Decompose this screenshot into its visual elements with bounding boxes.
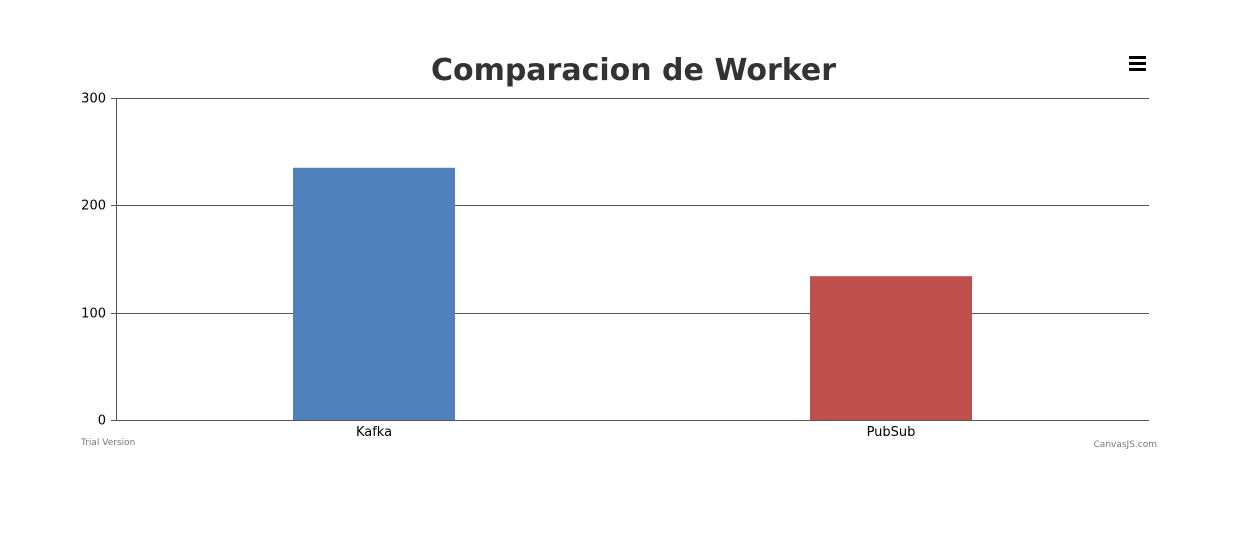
trial-version-label: Trial Version	[80, 438, 135, 448]
x-tick-label: Kafka	[356, 425, 392, 440]
bar-series	[293, 167, 972, 420]
hamburger-menu-icon-bar	[1129, 68, 1146, 71]
hamburger-menu-icon	[1129, 56, 1146, 59]
canvasjs-credit-link[interactable]: CanvasJS.com	[1094, 440, 1157, 450]
y-tick-label: 0	[98, 414, 106, 429]
x-axis: Kafka PubSub	[116, 420, 1149, 440]
y-tick-label: 200	[81, 199, 106, 214]
bar-pubsub[interactable]	[810, 276, 972, 420]
chart-title: Comparacion de Worker	[431, 53, 836, 88]
y-axis: 0 100 200 300	[81, 92, 117, 429]
grid-lines	[116, 98, 1149, 314]
y-tick-label: 100	[81, 307, 106, 322]
y-tick-label: 300	[81, 92, 106, 107]
hamburger-menu-icon-bar	[1129, 62, 1146, 65]
x-tick-label: PubSub	[867, 425, 916, 440]
bar-kafka[interactable]	[293, 167, 455, 420]
hamburger-menu-button[interactable]	[1122, 50, 1152, 78]
